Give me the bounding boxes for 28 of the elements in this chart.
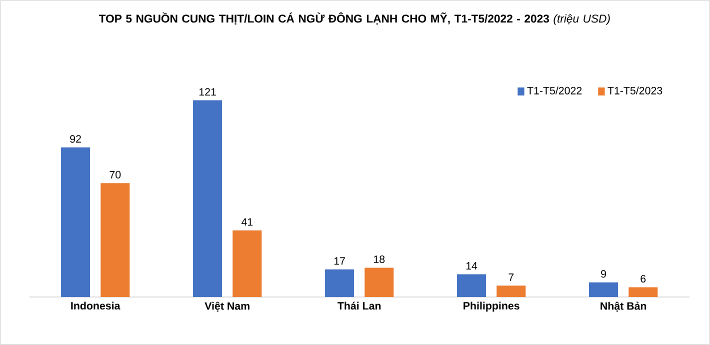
bar: [589, 282, 618, 297]
data-label: 9: [601, 270, 606, 278]
data-label: 17: [334, 257, 345, 265]
legend-label: T1-T5/2022: [527, 86, 582, 94]
bar: [61, 147, 90, 297]
x-tick-label: Nhật Bản: [600, 302, 646, 312]
legend-label: T1-T5/2023: [608, 86, 662, 94]
data-label: 6: [640, 274, 646, 283]
bar: [325, 269, 354, 297]
bar: [496, 286, 526, 297]
chart-title: TOP 5 NGUỒN CUNG THỊT/LOIN CÁ NGỪ ĐÔNG LẠNH CHO MỸ, T1-T5/2022 - 2023 (triệu USD): [98, 12, 610, 25]
bar: [457, 274, 486, 297]
bar: [193, 100, 222, 297]
data-label: 70: [110, 170, 121, 178]
x-tick-label: Philippines: [464, 302, 520, 312]
bar: [628, 287, 658, 297]
x-tick-label: Thái Lan: [338, 302, 381, 310]
data-label: 18: [374, 255, 385, 264]
bar: [232, 230, 262, 297]
bar: [100, 183, 130, 297]
data-label: 41: [241, 218, 253, 226]
data-label: 7: [508, 274, 514, 281]
bar: [364, 268, 394, 297]
data-label: 14: [466, 262, 478, 270]
x-tick-label: Indonesia: [71, 302, 120, 310]
x-tick-label: Việt Nam: [204, 302, 250, 312]
data-label: 121: [199, 88, 216, 96]
data-label: 92: [70, 135, 81, 143]
